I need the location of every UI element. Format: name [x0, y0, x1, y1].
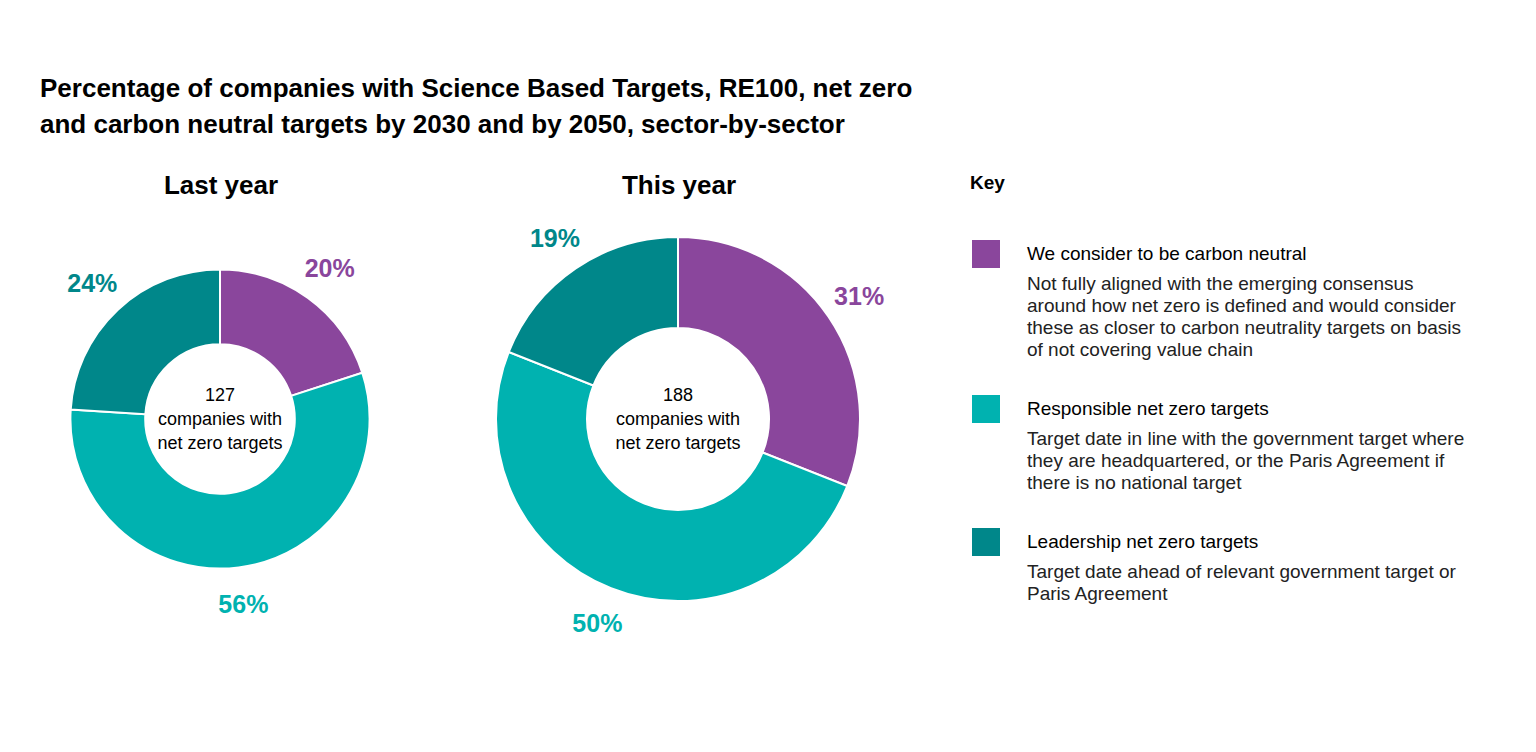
center-count: 188	[611, 383, 745, 407]
legend-name: Leadership net zero targets	[1027, 531, 1487, 553]
donut-slice	[496, 352, 847, 601]
donut-0	[70, 269, 369, 568]
center-text: companies with net zero targets	[611, 407, 745, 455]
legend-name: Responsible net zero targets	[1027, 398, 1487, 420]
chart-svg: 20% 56% 24% 31% 50% 19%	[0, 0, 1536, 752]
donut-1	[496, 237, 860, 601]
donut-slice	[220, 269, 362, 395]
data-label: 20%	[305, 254, 355, 282]
data-label: 24%	[67, 269, 117, 297]
data-label: 31%	[834, 282, 884, 310]
pie-title: Last year	[71, 170, 371, 201]
center-text: companies with net zero targets	[153, 407, 287, 455]
center-label: 127companies with net zero targets	[153, 383, 287, 455]
legend-description: Not fully aligned with the emerging cons…	[1027, 273, 1467, 361]
donut-slice	[509, 237, 678, 386]
data-label: 19%	[530, 224, 580, 252]
center-count: 127	[153, 383, 287, 407]
legend-title: Key	[970, 172, 1005, 194]
legend-swatch	[972, 240, 1000, 268]
legend-name: We consider to be carbon neutral	[1027, 243, 1487, 265]
pie-title: This year	[529, 170, 829, 201]
legend-description: Target date ahead of relevant government…	[1027, 561, 1467, 605]
legend-swatch	[972, 395, 1000, 423]
legend-description: Target date in line with the government …	[1027, 428, 1467, 494]
chart-title: Percentage of companies with Science Bas…	[40, 70, 920, 142]
data-label: 56%	[218, 590, 268, 618]
data-label: 50%	[572, 609, 622, 637]
center-label: 188companies with net zero targets	[611, 383, 745, 455]
legend-swatch	[972, 528, 1000, 556]
